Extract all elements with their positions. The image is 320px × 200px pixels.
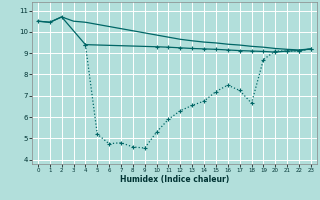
X-axis label: Humidex (Indice chaleur): Humidex (Indice chaleur) [120,175,229,184]
